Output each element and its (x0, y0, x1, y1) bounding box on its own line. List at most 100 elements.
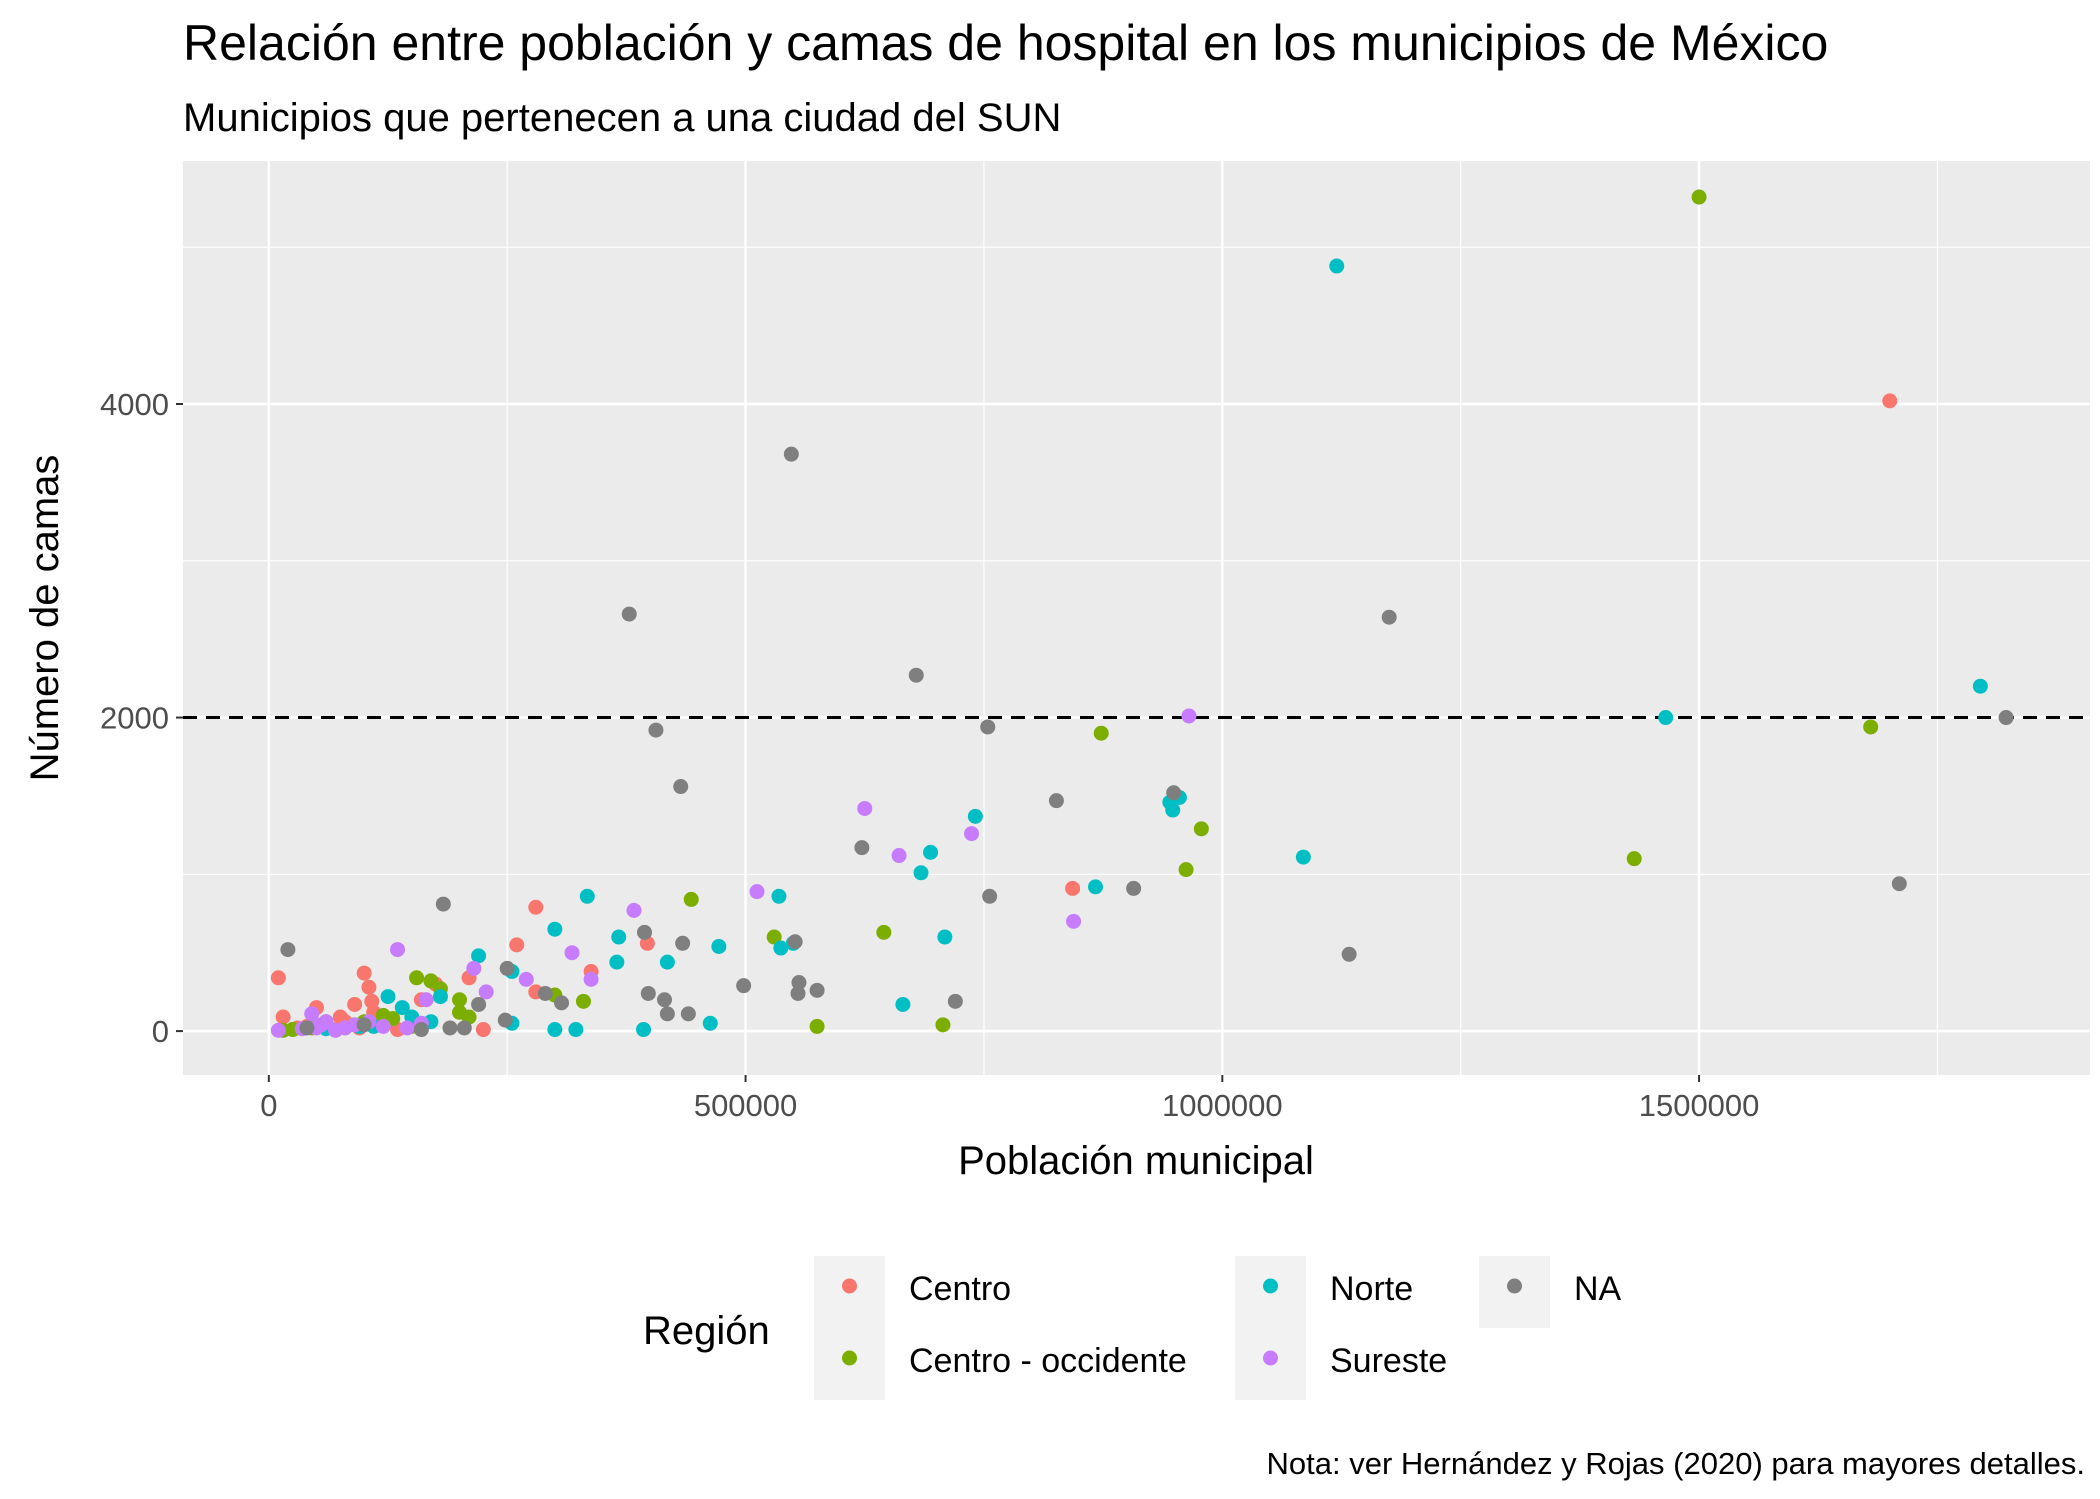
data-point (399, 1020, 415, 1036)
data-point (418, 992, 434, 1008)
data-point (456, 1020, 472, 1036)
data-point (648, 722, 664, 738)
legend-key-point (1507, 1278, 1522, 1294)
data-point (876, 924, 892, 940)
data-point (1882, 393, 1898, 409)
data-point (773, 940, 789, 956)
data-point (554, 995, 570, 1011)
data-point (537, 985, 553, 1001)
data-point (1341, 946, 1357, 962)
data-point (452, 1004, 468, 1020)
data-point (1381, 609, 1397, 625)
data-point (442, 1020, 458, 1036)
data-point (913, 865, 929, 881)
data-point (452, 992, 468, 1008)
data-point (680, 1006, 696, 1022)
data-point (749, 884, 765, 900)
data-point (547, 1022, 563, 1038)
data-point (1626, 851, 1642, 867)
data-point (702, 1015, 718, 1031)
data-point (673, 779, 689, 795)
legend: Centro Centro - occidente Norte Sureste NA (814, 1256, 1622, 1400)
x-tick-label: 1500000 (1639, 1088, 1760, 1123)
data-point (1093, 725, 1109, 741)
data-point (923, 844, 939, 860)
data-point (356, 965, 372, 981)
data-point (1181, 708, 1197, 724)
data-point (547, 921, 563, 937)
data-point (857, 800, 873, 816)
data-point (809, 982, 825, 998)
data-point (347, 996, 363, 1012)
data-point (1165, 802, 1181, 818)
data-point (390, 942, 406, 958)
data-point (409, 970, 425, 986)
y-axis-ticks: 0 2000 4000 (100, 387, 183, 1049)
y-tick-label: 4000 (100, 387, 169, 422)
data-point (854, 840, 870, 856)
chart-caption: Nota: ver Hernández y Rojas (2020) para … (1267, 1446, 2085, 1481)
data-point (657, 992, 673, 1008)
data-point (1066, 913, 1082, 929)
chart-title: Relación entre población y camas de hosp… (183, 15, 1828, 71)
data-point (736, 978, 752, 994)
data-point (621, 606, 637, 622)
data-point (626, 902, 642, 918)
data-point (583, 971, 599, 987)
data-point (313, 1017, 329, 1033)
legend-key-point (1263, 1350, 1278, 1366)
data-point (964, 826, 980, 842)
plot-panel (183, 161, 2090, 1075)
data-point (967, 808, 983, 824)
data-point (908, 667, 924, 683)
y-tick-label: 0 (152, 1014, 169, 1049)
x-axis-title: Población municipal (958, 1139, 1314, 1183)
data-point (394, 1000, 410, 1016)
data-point (579, 888, 595, 904)
data-point (380, 989, 396, 1005)
data-point (518, 971, 534, 987)
data-point (675, 935, 691, 951)
data-point (432, 989, 448, 1005)
data-point (636, 1022, 652, 1038)
data-point (659, 954, 675, 970)
data-point (328, 1022, 344, 1038)
data-point (1087, 879, 1103, 895)
data-point (1891, 876, 1907, 892)
data-point (640, 985, 656, 1001)
data-point (1329, 258, 1345, 274)
data-point (270, 970, 286, 986)
data-point (1193, 821, 1209, 837)
data-point (575, 993, 591, 1009)
data-point (683, 891, 699, 907)
data-point (636, 924, 652, 940)
legend-key-point (842, 1278, 857, 1294)
data-point (982, 888, 998, 904)
data-point (299, 1020, 315, 1036)
data-point (1998, 710, 2014, 726)
data-point (609, 954, 625, 970)
data-point (1048, 793, 1064, 809)
data-point (280, 942, 296, 958)
legend-label: NA (1574, 1270, 1622, 1308)
data-point (509, 937, 525, 953)
data-point (375, 1018, 391, 1034)
data-point (568, 1022, 584, 1038)
legend-label: Sureste (1330, 1342, 1447, 1380)
legend-label: Centro (909, 1270, 1011, 1308)
data-points (270, 189, 2014, 1038)
legend-key-point (842, 1350, 857, 1366)
data-point (1065, 880, 1081, 896)
chart-subtitle: Municipios que pertenecen a una ciudad d… (183, 96, 1061, 140)
data-point (356, 1017, 372, 1033)
data-point (790, 985, 806, 1001)
data-point (895, 996, 911, 1012)
data-point (659, 1006, 675, 1022)
y-axis-title: Número de camas (23, 455, 67, 782)
data-point (564, 945, 580, 961)
legend-key-point (1263, 1278, 1278, 1294)
data-point (1658, 710, 1674, 726)
data-point (783, 446, 799, 462)
data-point (466, 960, 482, 976)
data-point (766, 929, 782, 945)
